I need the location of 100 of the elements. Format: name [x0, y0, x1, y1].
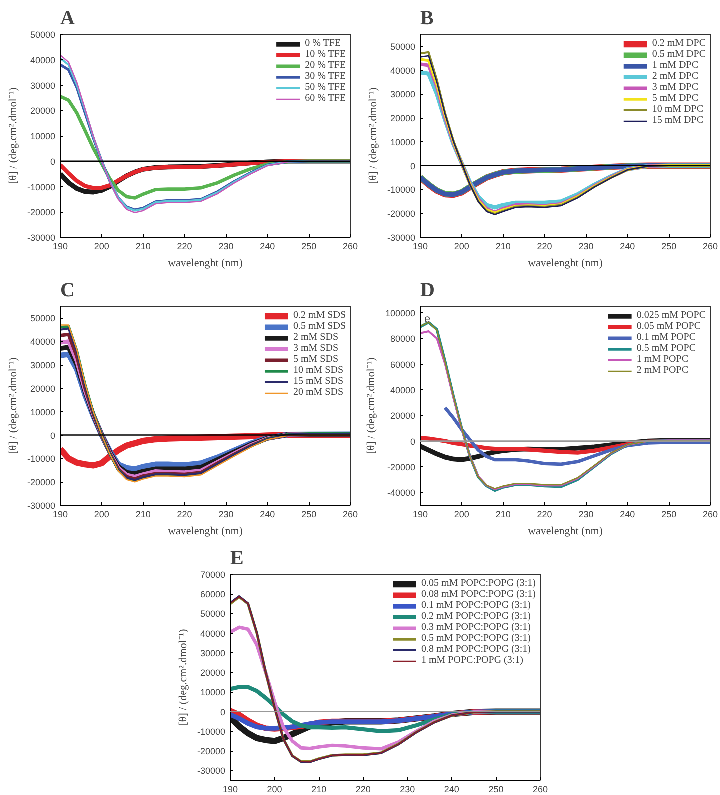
- y-axis-title: [θ] / (deg.cm².dmol⁻¹): [177, 628, 190, 726]
- y-tick-label: -30000: [197, 766, 226, 776]
- x-tick-label: 190: [412, 242, 428, 252]
- y-tick-label: 40000: [30, 55, 56, 66]
- legend-label: 5 mM SDS: [293, 354, 338, 365]
- y-tick-label: -10000: [387, 185, 416, 196]
- x-tick-label: 260: [532, 784, 548, 794]
- legend-label: 0.8 mM POPC:POPG (3:1): [422, 644, 531, 655]
- y-tick-label: 60000: [200, 590, 226, 600]
- x-tick-label: 250: [662, 510, 677, 520]
- y-tick-label: 10000: [390, 137, 416, 148]
- x-tick-label: 190: [222, 784, 238, 794]
- y-tick-label: 10000: [30, 407, 56, 418]
- legend-label: 3 mM SDS: [293, 343, 338, 354]
- x-tick-label: 230: [218, 510, 234, 520]
- chart-title: A: [60, 8, 76, 30]
- y-tick-label: 0: [410, 436, 416, 447]
- legend-label: 0.5 mM DPC: [652, 49, 706, 60]
- y-axis-title: [θ] / (deg.cm².dmol⁻¹): [365, 357, 378, 454]
- legend-label: 0.5 mM POPC: [636, 343, 696, 354]
- y-tick-label: 0: [50, 430, 56, 441]
- y-tick-label: 0: [220, 707, 226, 718]
- legend-label: 5 mM DPC: [652, 93, 698, 104]
- legend-label: 10 mM SDS: [293, 365, 344, 376]
- y-tick-label: -20000: [387, 209, 416, 220]
- legend-label: 0 % TFE: [305, 38, 341, 49]
- y-tick-label: -30000: [387, 233, 416, 243]
- x-tick-label: 200: [267, 784, 282, 794]
- x-tick-label: 190: [412, 510, 428, 520]
- legend-label: 1 mM POPC:POPG (3:1): [422, 655, 524, 666]
- x-tick-label: 240: [260, 510, 276, 520]
- x-tick-label: 210: [136, 510, 151, 520]
- x-tick-label: 190: [52, 510, 68, 520]
- x-tick-label: 200: [454, 242, 470, 252]
- legend-label: 0.3 mM POPC:POPG (3:1): [422, 622, 531, 633]
- y-tick-label: 50000: [30, 314, 56, 324]
- y-tick-label: 40000: [200, 628, 226, 639]
- legend-label: 0.5 mM SDS: [293, 321, 346, 332]
- legend-label: 1 mM DPC: [652, 60, 698, 71]
- x-tick-label: 230: [578, 242, 594, 252]
- legend-label: 0.08 mM POPC:POPG (3:1): [422, 589, 536, 600]
- legend-label: 60 % TFE: [305, 93, 346, 104]
- y-tick-label: 20000: [30, 384, 56, 394]
- x-tick-label: 240: [260, 242, 276, 252]
- y-tick-label: 100000: [385, 308, 416, 318]
- legend-label: 3 mM DPC: [652, 82, 698, 93]
- x-tick-label: 190: [52, 242, 68, 252]
- legend-label: 2 mM SDS: [293, 332, 338, 343]
- y-tick-label: -10000: [197, 726, 226, 737]
- x-tick-label: 220: [177, 510, 192, 520]
- y-tick-label: 40000: [390, 385, 416, 396]
- x-tick-label: 220: [356, 784, 371, 794]
- y-tick-label: -20000: [27, 478, 56, 488]
- x-tick-label: 250: [662, 242, 677, 252]
- x-tick-label: 210: [312, 784, 327, 794]
- x-tick-label: 240: [620, 242, 636, 252]
- y-tick-label: -30000: [27, 501, 56, 511]
- legend-label: 20 % TFE: [305, 60, 346, 71]
- x-tick-label: 250: [302, 242, 317, 252]
- y-tick-label: 50000: [30, 30, 56, 40]
- y-tick-label: 40000: [30, 337, 56, 348]
- x-tick-label: 260: [702, 242, 718, 252]
- y-tick-label: -40000: [387, 488, 416, 498]
- legend-label: 10 % TFE: [305, 49, 346, 60]
- y-axis-title: [θ] / (deg.cm².dmol⁻¹): [7, 357, 20, 454]
- legend-label: 30 % TFE: [305, 71, 346, 82]
- x-tick-label: 230: [578, 510, 594, 520]
- x-tick-label: 250: [302, 510, 317, 520]
- x-tick-label: 210: [496, 510, 511, 520]
- y-tick-label: 30000: [30, 80, 56, 91]
- y-tick-label: 50000: [200, 609, 226, 620]
- legend-label: 0.1 mM POPC: [636, 332, 696, 343]
- y-tick-label: 50000: [390, 42, 416, 52]
- legend-label: 0.2 mM DPC: [652, 38, 706, 49]
- legend-label: 20 mM SDS: [293, 387, 344, 398]
- x-tick-label: 230: [400, 784, 416, 794]
- annotation: e: [424, 314, 431, 326]
- y-tick-label: 40000: [390, 66, 416, 76]
- x-tick-label: 220: [177, 242, 192, 252]
- x-axis-title: wavelenght (nm): [528, 526, 604, 538]
- legend-label: 1 mM POPC: [636, 354, 688, 365]
- legend-label: 15 mM DPC: [652, 115, 704, 126]
- chart-title: B: [420, 8, 434, 30]
- y-tick-label: 30000: [30, 360, 56, 371]
- x-tick-label: 210: [496, 242, 511, 252]
- y-tick-label: 0: [410, 161, 416, 172]
- legend-label: 0.025 mM POPC: [636, 310, 706, 321]
- legend-label: 2 mM POPC: [636, 365, 688, 376]
- y-tick-label: 10000: [30, 132, 56, 142]
- legend-label: 0.05 mM POPC:POPG (3:1): [422, 578, 536, 589]
- x-tick-label: 260: [342, 242, 358, 252]
- y-tick-label: -10000: [27, 182, 56, 192]
- x-tick-label: 220: [537, 242, 552, 252]
- y-tick-label: -20000: [197, 746, 226, 757]
- x-tick-label: 230: [218, 242, 234, 252]
- x-tick-label: 250: [488, 784, 504, 794]
- x-tick-label: 240: [620, 510, 636, 520]
- y-tick-label: -20000: [27, 208, 56, 218]
- legend-label: 0.2 mM POPC:POPG (3:1): [422, 611, 531, 622]
- y-tick-label: 0: [50, 156, 56, 167]
